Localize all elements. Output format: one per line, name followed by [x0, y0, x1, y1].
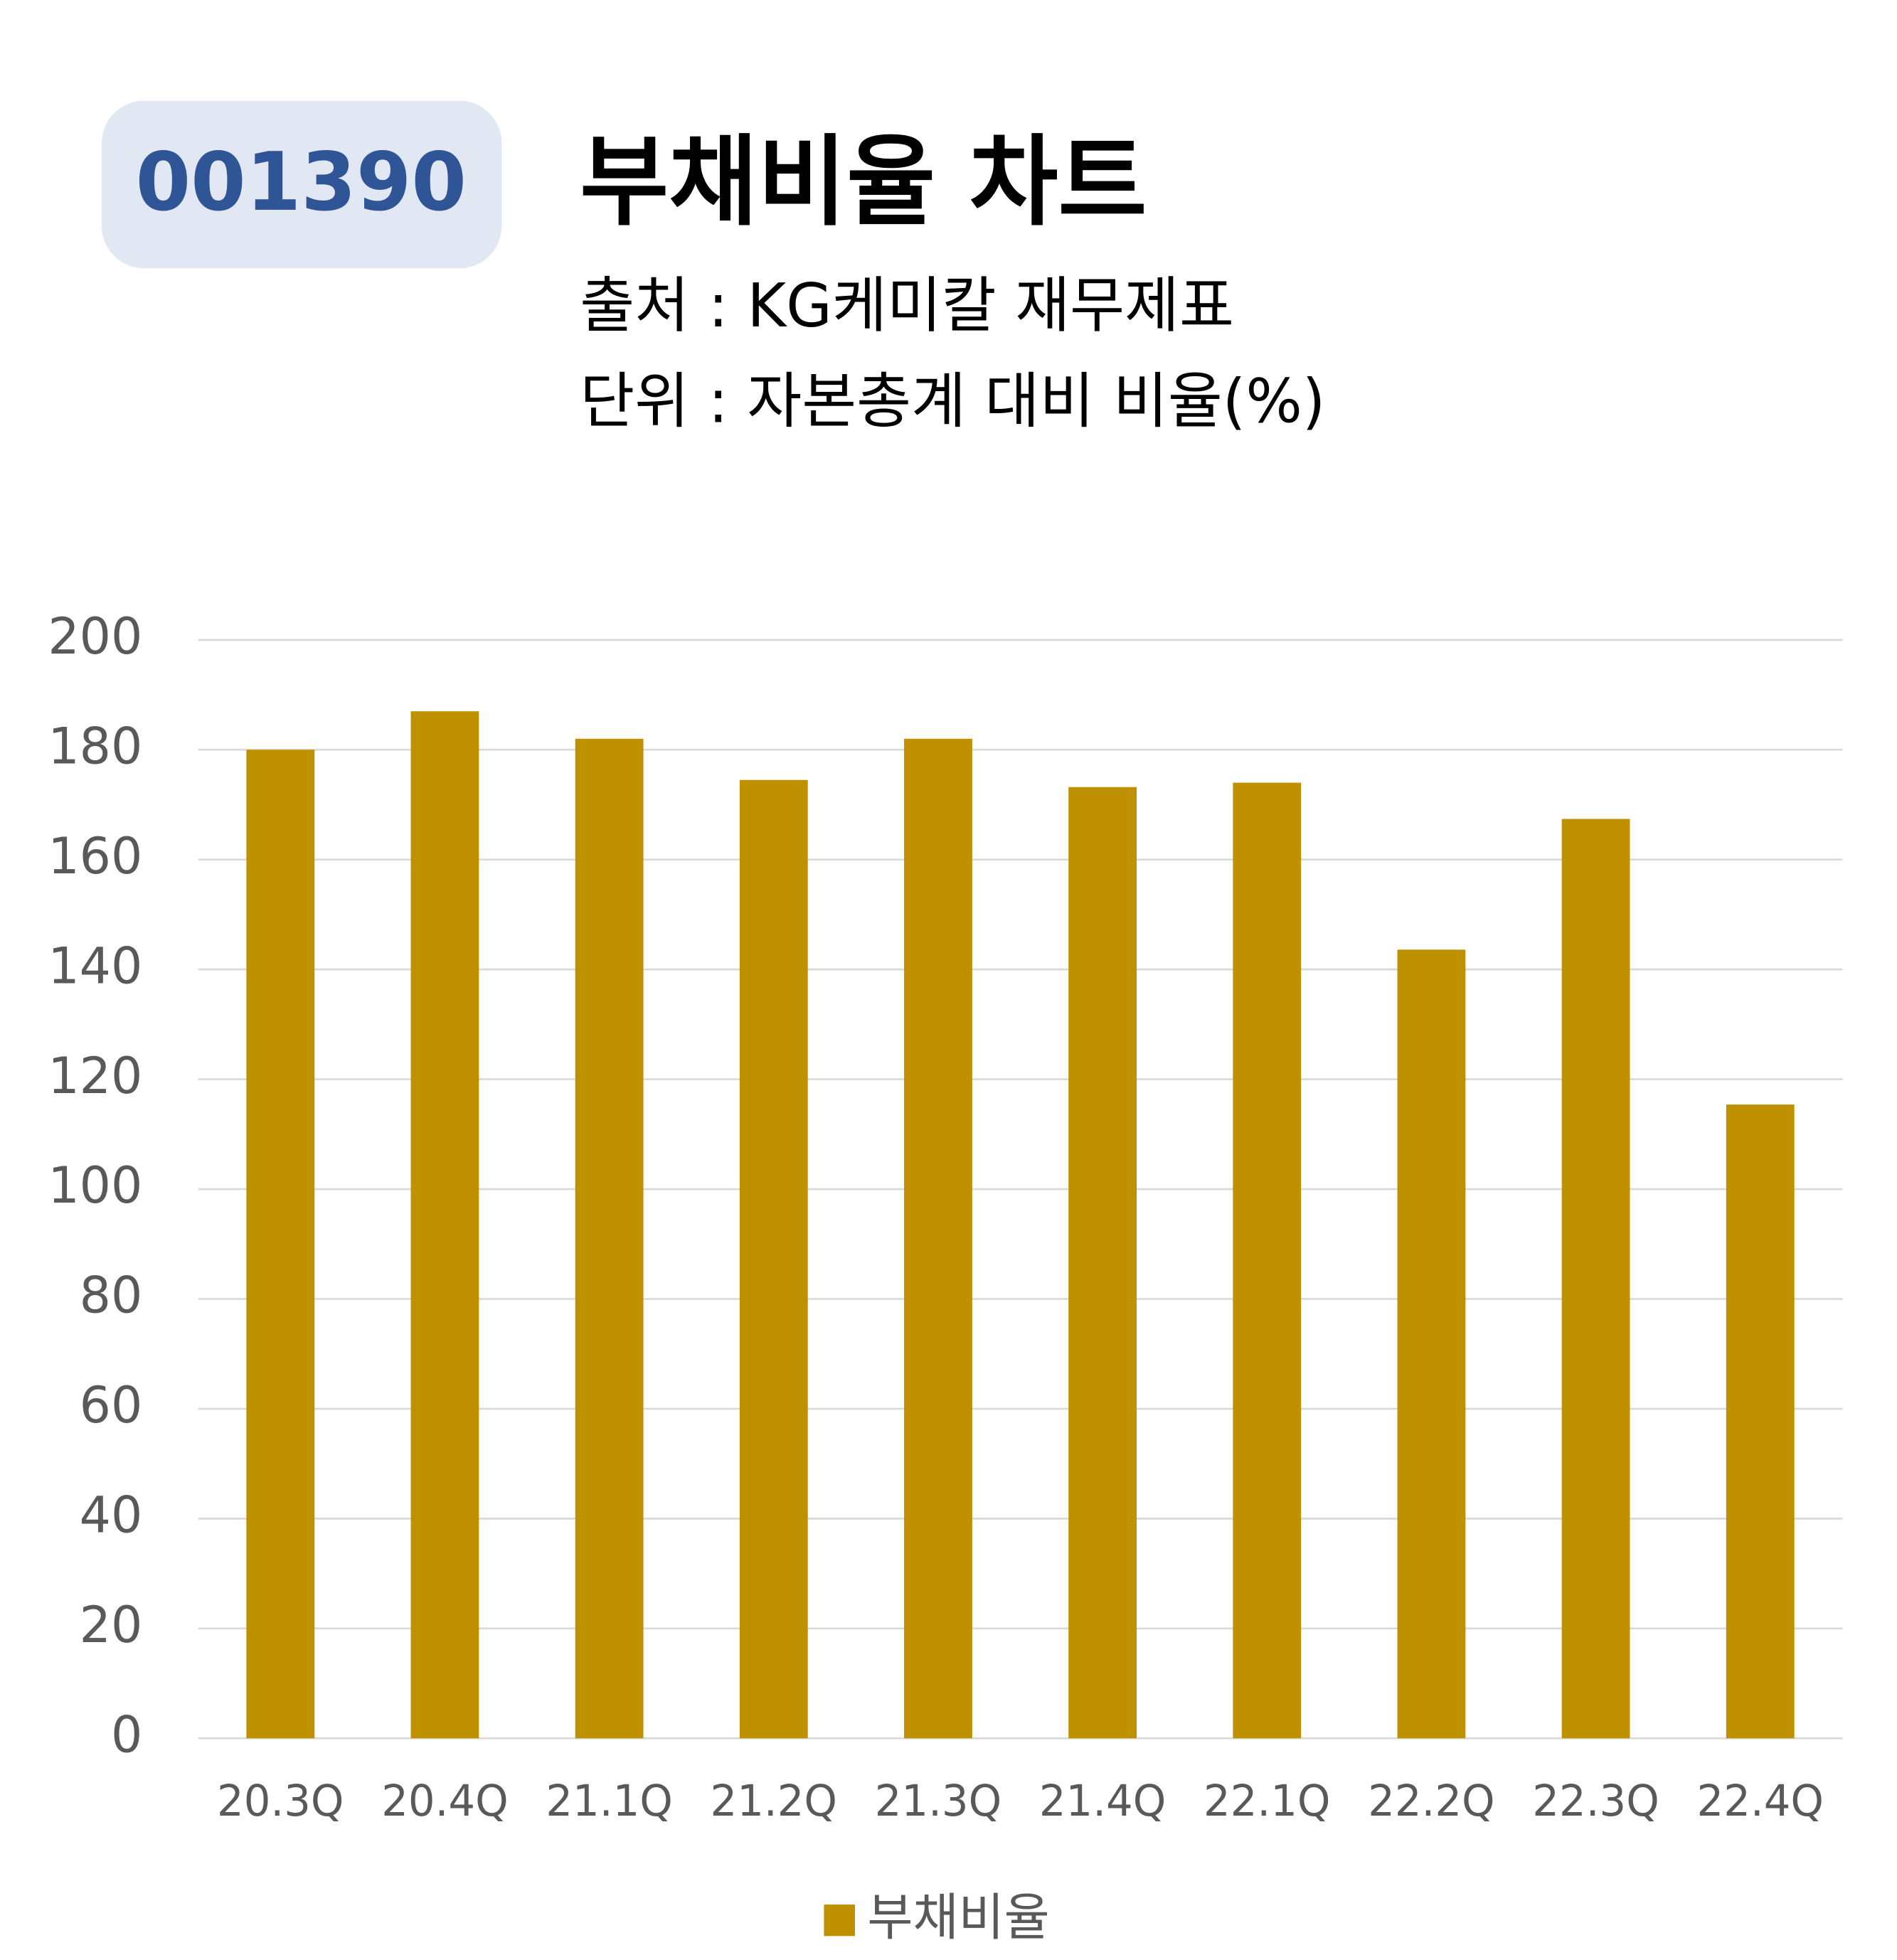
x-tick-label: 22.4Q	[1697, 1777, 1824, 1827]
bar	[575, 738, 644, 1739]
x-tick-label: 20.3Q	[217, 1777, 344, 1827]
y-tick-label: 180	[48, 717, 142, 776]
x-tick-label: 20.4Q	[381, 1777, 508, 1827]
bar	[1561, 819, 1630, 1739]
x-tick-label: 22.3Q	[1532, 1777, 1659, 1827]
bar	[410, 711, 479, 1739]
y-tick-label: 20	[80, 1595, 143, 1654]
chart-title: 부채비율 차트	[580, 126, 1147, 240]
subtitle: 단위 : 자본총계 대비 비율(%)	[580, 366, 1325, 437]
y-tick-label: 100	[48, 1156, 142, 1215]
bar	[246, 750, 315, 1739]
bar	[1726, 1104, 1795, 1739]
y-tick-label: 120	[48, 1046, 142, 1105]
x-tick-label: 22.1Q	[1203, 1777, 1330, 1827]
bar	[1397, 949, 1466, 1739]
code-badge	[101, 100, 502, 269]
y-tick-label: 40	[80, 1486, 143, 1545]
x-tick-label: 21.1Q	[546, 1777, 672, 1827]
legend-label: 부채비율	[867, 1888, 1049, 1947]
x-tick-label: 21.2Q	[711, 1777, 837, 1827]
code: 001390	[136, 135, 467, 229]
y-tick-label: 60	[80, 1376, 143, 1435]
bar	[739, 779, 808, 1739]
y-tick-label: 200	[48, 607, 142, 666]
x-tick-label: 21.4Q	[1039, 1777, 1166, 1827]
x-tick-label: 22.2Q	[1368, 1777, 1494, 1827]
x-tick-label: 21.3Q	[875, 1777, 1001, 1827]
y-tick-label: 160	[48, 826, 142, 885]
bar	[904, 738, 972, 1739]
bar	[1233, 782, 1302, 1739]
y-tick-label: 80	[80, 1266, 143, 1325]
bar	[1068, 787, 1137, 1739]
legend-swatch	[824, 1905, 855, 1937]
subtitle: 출처 : KG케미칼 재무제표	[580, 270, 1234, 341]
y-tick-label: 0	[111, 1705, 142, 1764]
y-tick-label: 140	[48, 937, 142, 996]
